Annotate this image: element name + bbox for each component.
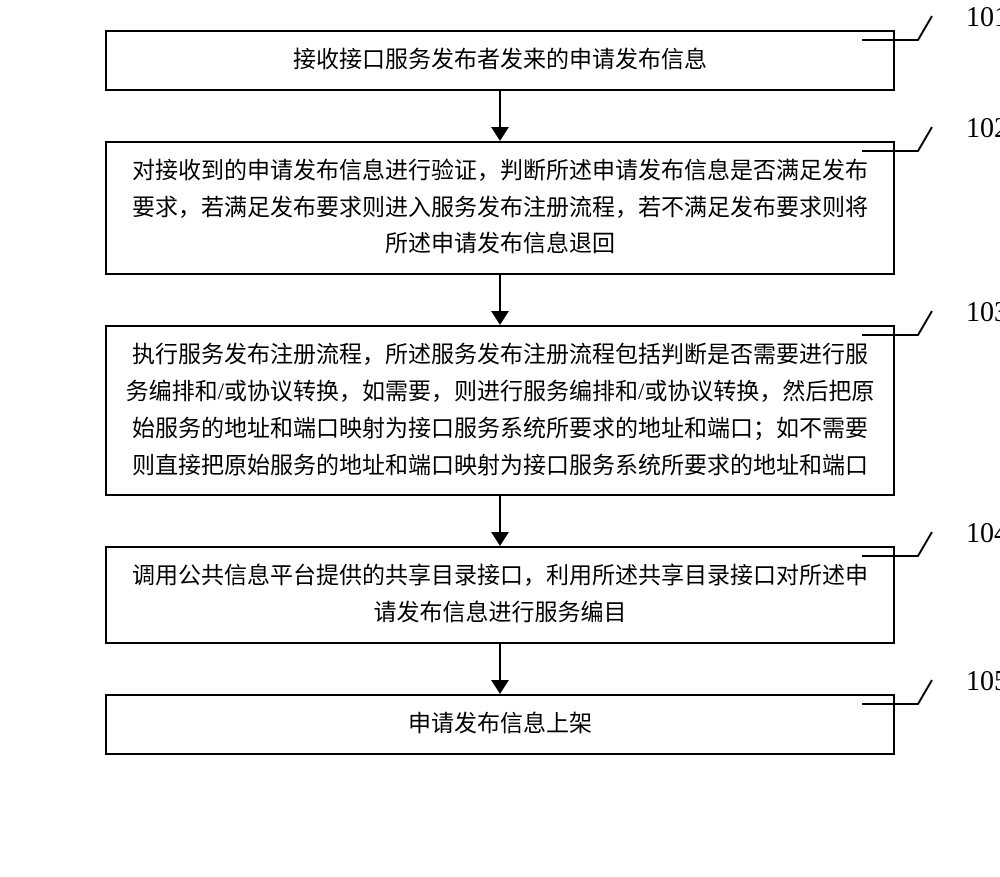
arrow-head (491, 680, 509, 694)
flowchart-arrow (20, 275, 980, 325)
flowchart-node-2: 对接收到的申请发布信息进行验证，判断所述申请发布信息是否满足发布要求，若满足发布… (105, 141, 895, 275)
connector-svg (862, 676, 962, 706)
node-text: 接收接口服务发布者发来的申请发布信息 (293, 42, 707, 79)
node-text: 对接收到的申请发布信息进行验证，判断所述申请发布信息是否满足发布要求，若满足发布… (125, 153, 875, 263)
node-label-3: 103 (966, 297, 1000, 329)
label-connector-4 (862, 528, 962, 563)
flowchart-node-3: 执行服务发布注册流程，所述服务发布注册流程包括判断是否需要进行服务编排和/或协议… (105, 325, 895, 496)
label-connector-1 (862, 12, 962, 47)
label-connector-5 (862, 676, 962, 711)
flowchart-node-1: 接收接口服务发布者发来的申请发布信息 (105, 30, 895, 91)
flowchart-arrow (20, 496, 980, 546)
node-text: 申请发布信息上架 (408, 706, 592, 743)
flowchart-node-5: 申请发布信息上架 (105, 694, 895, 755)
arrow-line (499, 275, 501, 313)
flowchart-row: 调用公共信息平台提供的共享目录接口，利用所述共享目录接口对所述申请发布信息进行服… (20, 546, 980, 644)
flowchart-row: 接收接口服务发布者发来的申请发布信息 101 (20, 30, 980, 91)
flowchart-container: 接收接口服务发布者发来的申请发布信息 101 对接收到的申请发布信息进行验证，判… (20, 30, 980, 755)
node-text: 执行服务发布注册流程，所述服务发布注册流程包括判断是否需要进行服务编排和/或协议… (125, 337, 875, 484)
flowchart-arrow (20, 644, 980, 694)
node-label-2: 102 (966, 113, 1000, 145)
arrow-line (499, 496, 501, 534)
arrow-head (491, 311, 509, 325)
flowchart-row: 申请发布信息上架 105 (20, 694, 980, 755)
flowchart-node-4: 调用公共信息平台提供的共享目录接口，利用所述共享目录接口对所述申请发布信息进行服… (105, 546, 895, 644)
node-label-5: 105 (966, 666, 1000, 698)
node-text: 调用公共信息平台提供的共享目录接口，利用所述共享目录接口对所述申请发布信息进行服… (125, 558, 875, 632)
connector-svg (862, 307, 962, 337)
flowchart-arrow (20, 91, 980, 141)
label-connector-3 (862, 307, 962, 342)
node-label-4: 104 (966, 518, 1000, 550)
arrow-head (491, 532, 509, 546)
label-connector-2 (862, 123, 962, 158)
connector-svg (862, 123, 962, 153)
node-label-1: 101 (966, 2, 1000, 34)
flowchart-row: 执行服务发布注册流程，所述服务发布注册流程包括判断是否需要进行服务编排和/或协议… (20, 325, 980, 496)
arrow-line (499, 644, 501, 682)
connector-svg (862, 12, 962, 42)
arrow-head (491, 127, 509, 141)
flowchart-row: 对接收到的申请发布信息进行验证，判断所述申请发布信息是否满足发布要求，若满足发布… (20, 141, 980, 275)
connector-svg (862, 528, 962, 558)
arrow-line (499, 91, 501, 129)
